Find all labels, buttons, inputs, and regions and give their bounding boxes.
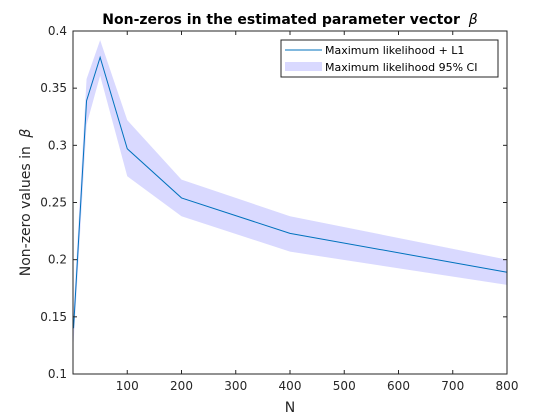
plot-area <box>73 40 508 344</box>
y-tick-label: 0.15 <box>40 310 67 324</box>
x-tick-label: 200 <box>170 379 193 393</box>
axis-ticks: 100 200 300 400 500 600 700 800 0.1 0.15 0.2 0.25 0.… <box>40 24 518 393</box>
legend-label-ml-ci: Maximum likelihood 95% CI <box>325 61 477 74</box>
x-tick-label: 400 <box>279 379 302 393</box>
y-tick-label: 0.4 <box>48 24 67 38</box>
legend-swatch-band <box>285 62 322 71</box>
x-tick-label: 500 <box>333 379 356 393</box>
y-tick-label: 0.35 <box>40 81 67 95</box>
legend: Maximum likelihood + L1 Maximum likeliho… <box>280 39 499 78</box>
y-axis-label-symbol: β <box>18 129 34 139</box>
y-tick-label: 0.3 <box>48 138 67 152</box>
y-tick-label: 0.25 <box>40 196 67 210</box>
chart-title: Non-zeros in the estimated parameter vec… <box>102 12 477 28</box>
confidence-band <box>73 40 507 344</box>
x-tick-label: 600 <box>387 379 410 393</box>
y-tick-label: 0.2 <box>48 253 67 267</box>
chart-title-text: Non-zeros in the estimated parameter vec… <box>102 12 460 28</box>
chart-title-symbol: β <box>468 12 478 28</box>
x-axis-label: N <box>285 400 295 416</box>
y-axis-label: Non-zero values in β <box>18 129 34 277</box>
x-tick-label: 700 <box>441 379 464 393</box>
y-tick-label: 0.1 <box>48 367 67 381</box>
y-axis-label-text: Non-zero values in <box>18 146 34 276</box>
legend-label-ml-l1: Maximum likelihood + L1 <box>325 44 464 57</box>
x-tick-label: 300 <box>224 379 247 393</box>
x-tick-label: 100 <box>116 379 139 393</box>
x-tick-label: 800 <box>496 379 519 393</box>
